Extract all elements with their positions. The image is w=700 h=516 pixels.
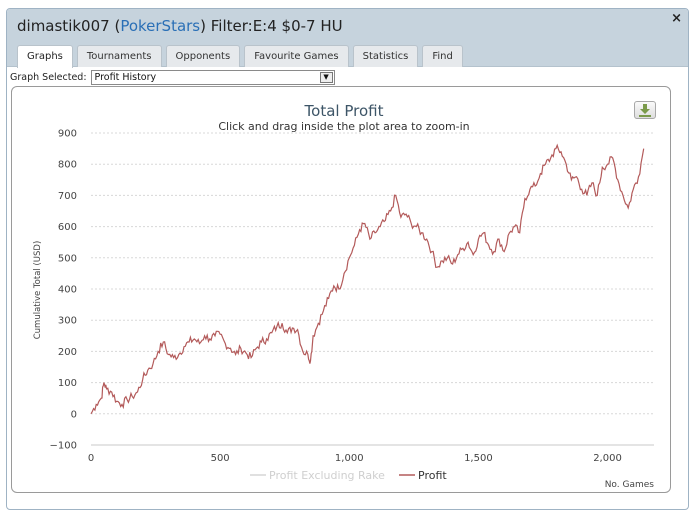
- series-line-profit[interactable]: [90, 143, 645, 415]
- chart-gridlines: [91, 132, 654, 446]
- tab-bar: Graphs Tournaments Opponents Favourite G…: [17, 45, 463, 68]
- y-axis-label: Cumulative Total (USD): [33, 241, 43, 340]
- y-axis-ticks: −100 0 100 200 300 400 500 600 700 800 900: [50, 129, 77, 452]
- title-filter: Filter:E:4 $0-7 HU: [210, 17, 343, 35]
- y-tick-label: 500: [58, 253, 77, 264]
- chart-title: Total Profit: [304, 102, 384, 120]
- tab-graphs[interactable]: Graphs: [17, 45, 73, 68]
- chevron-down-icon[interactable]: ▼: [319, 71, 333, 83]
- tab-tournaments[interactable]: Tournaments: [76, 45, 162, 67]
- tab-favourite-games[interactable]: Favourite Games: [244, 45, 349, 67]
- window-title: dimastik007 (PokerStars) Filter:E:4 $0-7…: [17, 17, 343, 35]
- y-tick-label: −100: [50, 441, 77, 452]
- x-axis-ticks: 0 500 1,000 1,500 2,000: [88, 453, 622, 464]
- y-tick-label: 200: [58, 347, 77, 358]
- chart-subtitle: Click and drag inside the plot area to z…: [218, 120, 469, 133]
- graph-select-value: Profit History: [94, 71, 157, 83]
- tab-statistics[interactable]: Statistics: [352, 45, 419, 67]
- window-titlebar: dimastik007 (PokerStars) Filter:E:4 $0-7…: [7, 9, 688, 68]
- x-tick-label: 1,000: [335, 453, 364, 464]
- chart-legend: Profit Excluding Rake Profit: [250, 469, 447, 482]
- download-button[interactable]: [634, 101, 656, 119]
- title-user: dimastik007: [17, 17, 110, 35]
- x-tick-label: 1,500: [464, 453, 493, 464]
- x-tick-label: 500: [211, 453, 230, 464]
- graph-select-dropdown[interactable]: Profit History ▼: [90, 69, 335, 85]
- y-tick-label: 800: [58, 160, 77, 171]
- legend-label-excluding-rake[interactable]: Profit Excluding Rake: [269, 469, 385, 482]
- y-tick-label: 400: [58, 285, 77, 296]
- x-axis-label: No. Games: [605, 480, 655, 490]
- x-tick-label: 0: [88, 453, 94, 464]
- x-tick-label: 2,000: [593, 453, 622, 464]
- title-site[interactable]: PokerStars: [120, 17, 201, 35]
- tab-opponents[interactable]: Opponents: [165, 45, 241, 67]
- y-tick-label: 900: [58, 129, 77, 140]
- y-tick-label: 300: [58, 316, 77, 327]
- y-tick-label: 700: [58, 191, 77, 202]
- tab-find[interactable]: Find: [422, 45, 463, 67]
- y-tick-label: 600: [58, 222, 77, 233]
- legend-label-profit[interactable]: Profit: [418, 469, 447, 482]
- graph-selector-label: Graph Selected:: [10, 71, 87, 83]
- close-icon[interactable]: ×: [671, 11, 682, 26]
- y-tick-label: 100: [58, 378, 77, 389]
- download-icon: [639, 104, 651, 117]
- y-tick-label: 0: [71, 409, 77, 420]
- graph-selector-row: Graph Selected: Profit History ▼: [10, 69, 335, 85]
